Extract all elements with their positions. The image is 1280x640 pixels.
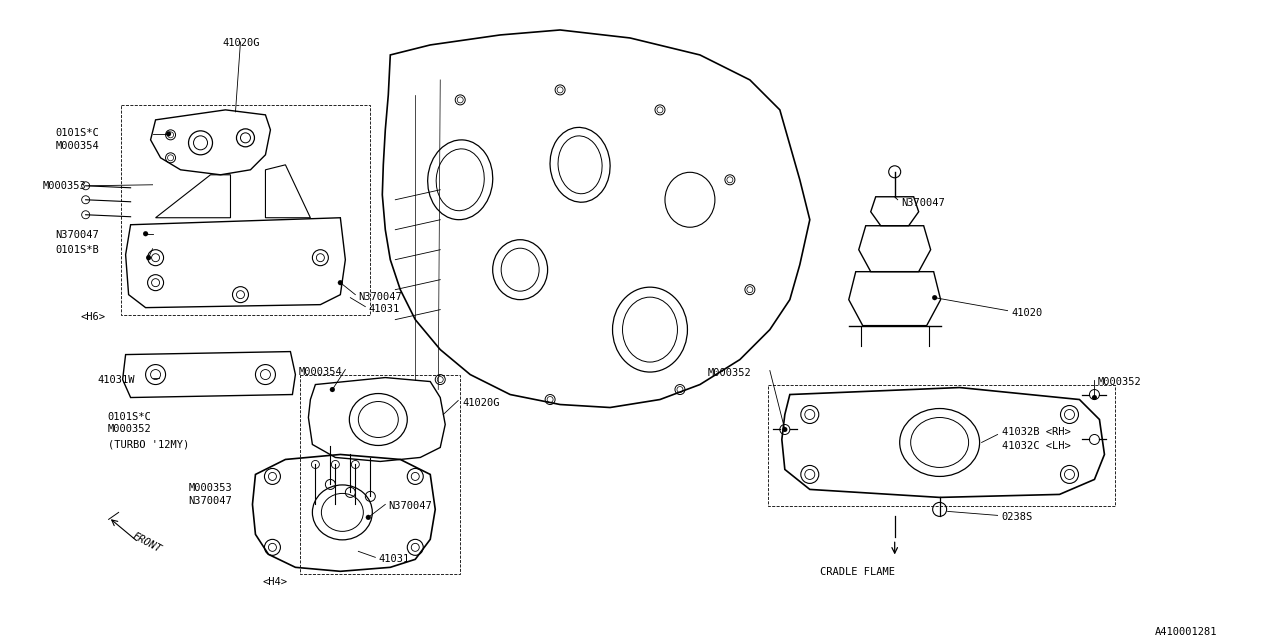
Text: M000354: M000354 [298,367,342,376]
Text: M000352: M000352 [708,367,751,378]
Text: 41031: 41031 [379,554,410,564]
Text: <H6>: <H6> [81,312,106,322]
Text: N370047: N370047 [188,497,232,506]
Text: M000353: M000353 [188,483,232,493]
Text: N370047: N370047 [388,501,433,511]
Text: 0101S*B: 0101S*B [56,244,100,255]
Text: 41032C <LH>: 41032C <LH> [1001,442,1070,451]
Text: 41031: 41031 [369,303,399,314]
Text: 41031W: 41031W [97,374,136,385]
Text: (TURBO '12MY): (TURBO '12MY) [108,440,189,449]
Text: FRONT: FRONT [131,531,163,555]
Text: M000352: M000352 [108,424,151,435]
Text: M000353: M000353 [42,180,87,191]
Circle shape [330,387,335,392]
Text: A410001281: A410001281 [1155,627,1217,637]
Bar [120,105,370,315]
Text: 41020G: 41020G [223,38,260,48]
Circle shape [932,295,937,300]
Circle shape [143,231,148,236]
Text: 41032B <RH>: 41032B <RH> [1001,428,1070,438]
Text: M000354: M000354 [56,141,100,151]
Text: 41020: 41020 [1011,308,1043,317]
Text: M000352: M000352 [1097,376,1142,387]
Circle shape [166,131,172,136]
Text: N370047: N370047 [358,292,402,301]
Bar [768,385,1115,506]
Circle shape [366,515,371,520]
Circle shape [338,280,343,285]
Circle shape [782,427,787,432]
Text: 0101S*C: 0101S*C [56,128,100,138]
Text: N370047: N370047 [901,198,946,208]
Text: 0238S: 0238S [1001,513,1033,522]
Text: 0101S*C: 0101S*C [108,412,151,422]
Circle shape [1092,395,1097,400]
Circle shape [146,255,151,260]
Bar [301,374,461,574]
Text: <H4>: <H4> [262,577,288,588]
Text: N370047: N370047 [56,230,100,240]
Text: CRADLE FLAME: CRADLE FLAME [819,567,895,577]
Text: 41020G: 41020G [462,397,499,408]
